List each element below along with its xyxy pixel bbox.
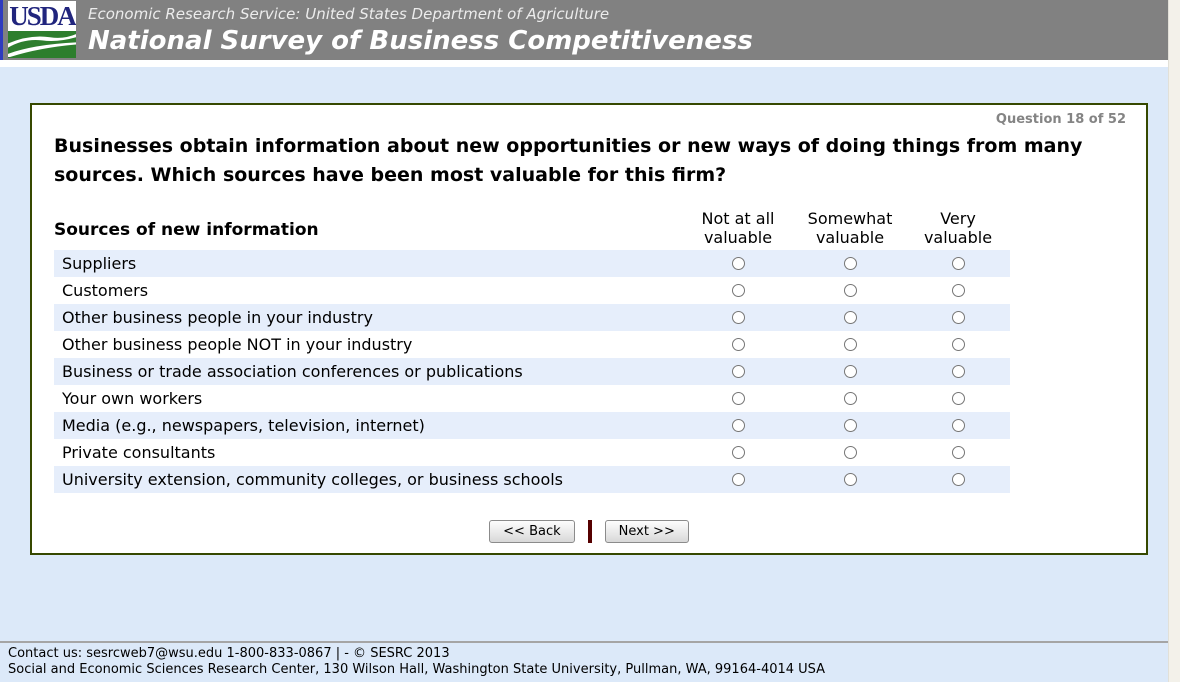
table-row: Other business people NOT in your indust…	[54, 331, 1010, 358]
row-label: Media (e.g., newspapers, television, int…	[62, 416, 425, 435]
table-row: Customers	[54, 277, 1010, 304]
row-label: Private consultants	[62, 443, 216, 462]
table-row: Your own workers	[54, 385, 1010, 412]
footer-address-line: Social and Economic Sciences Research Ce…	[8, 662, 826, 677]
header-divider	[0, 60, 1168, 67]
radio-row-0-somewhat-valuable[interactable]	[843, 257, 857, 270]
usda-logo-text: USDA	[9, 1, 76, 31]
radio-cell	[906, 419, 1010, 432]
radio-row-5-very-valuable[interactable]	[951, 392, 965, 405]
sources-table-body: Suppliers Customers Other business people …	[54, 250, 1010, 493]
radio-row-2-somewhat-valuable[interactable]	[843, 311, 857, 324]
radio-row-1-somewhat-valuable[interactable]	[843, 284, 857, 297]
radio-cell	[682, 338, 794, 351]
row-label: Other business people NOT in your indust…	[62, 335, 413, 354]
table-row: Private consultants	[54, 439, 1010, 466]
radio-row-0-very-valuable[interactable]	[951, 257, 965, 270]
radio-row-6-not-at-all-valuable[interactable]	[731, 419, 745, 432]
radio-row-5-not-at-all-valuable[interactable]	[731, 392, 745, 405]
page-header: USDA Economic Research Service: United S…	[0, 0, 1168, 60]
radio-cell	[682, 473, 794, 486]
button-separator	[587, 520, 592, 543]
radio-cell	[794, 419, 906, 432]
radio-cell	[794, 257, 906, 270]
radio-cell	[794, 392, 906, 405]
radio-cell	[794, 284, 906, 297]
radio-row-8-somewhat-valuable[interactable]	[843, 473, 857, 486]
radio-row-4-very-valuable[interactable]	[951, 365, 965, 378]
usda-logo: USDA	[8, 1, 76, 58]
next-button[interactable]: Next >>	[604, 520, 689, 543]
radio-cell	[906, 446, 1010, 459]
radio-cell	[906, 257, 1010, 270]
radio-cell	[682, 311, 794, 324]
radio-row-3-not-at-all-valuable[interactable]	[731, 338, 745, 351]
radio-row-1-very-valuable[interactable]	[951, 284, 965, 297]
radio-cell	[682, 392, 794, 405]
radio-row-2-very-valuable[interactable]	[951, 311, 965, 324]
radio-cell	[906, 392, 1010, 405]
row-label: Your own workers	[62, 389, 203, 408]
row-label: University extension, community colleges…	[62, 470, 564, 489]
table-row: Media (e.g., newspapers, television, int…	[54, 412, 1010, 439]
agency-line: Economic Research Service: United States…	[88, 5, 610, 23]
usda-logo-swoosh-icon	[8, 31, 76, 58]
column-header-somewhat-valuable: Somewhat valuable	[807, 209, 893, 247]
radio-row-7-very-valuable[interactable]	[951, 446, 965, 459]
radio-cell	[682, 446, 794, 459]
table-row: Suppliers	[54, 250, 1010, 277]
radio-cell	[794, 473, 906, 486]
radio-cell	[906, 284, 1010, 297]
radio-row-6-somewhat-valuable[interactable]	[843, 419, 857, 432]
page-footer: Contact us: sesrcweb7@wsu.edu 1-800-833-…	[0, 641, 1168, 682]
radio-row-4-not-at-all-valuable[interactable]	[731, 365, 745, 378]
survey-title: National Survey of Business Competitiven…	[88, 26, 753, 56]
table-row: Business or trade association conference…	[54, 358, 1010, 385]
radio-cell	[682, 284, 794, 297]
radio-row-3-somewhat-valuable[interactable]	[843, 338, 857, 351]
radio-row-6-very-valuable[interactable]	[951, 419, 965, 432]
table-row: University extension, community colleges…	[54, 466, 1010, 493]
row-label: Business or trade association conference…	[62, 362, 523, 381]
radio-cell	[906, 473, 1010, 486]
radio-cell	[906, 338, 1010, 351]
radio-row-3-very-valuable[interactable]	[951, 338, 965, 351]
row-label: Other business people in your industry	[62, 308, 373, 327]
radio-cell	[794, 338, 906, 351]
radio-row-8-not-at-all-valuable[interactable]	[731, 473, 745, 486]
radio-cell	[794, 365, 906, 378]
scrollbar-track[interactable]	[1168, 0, 1180, 682]
radio-row-7-somewhat-valuable[interactable]	[843, 446, 857, 459]
question-panel: Question 18 of 52 Businesses obtain info…	[30, 103, 1148, 555]
radio-row-5-somewhat-valuable[interactable]	[843, 392, 857, 405]
radio-row-0-not-at-all-valuable[interactable]	[731, 257, 745, 270]
radio-cell	[794, 446, 906, 459]
radio-cell	[906, 365, 1010, 378]
question-counter: Question 18 of 52	[995, 112, 1126, 127]
table-row-header: Sources of new information	[54, 220, 319, 240]
radio-row-2-not-at-all-valuable[interactable]	[731, 311, 745, 324]
row-label: Customers	[62, 281, 149, 300]
navigation-buttons: << Back Next >>	[32, 520, 1146, 543]
column-header-not-at-all-valuable: Not at all valuable	[701, 209, 775, 247]
radio-cell	[906, 311, 1010, 324]
table-row: Other business people in your industry	[54, 304, 1010, 331]
question-text: Businesses obtain information about new …	[54, 135, 1083, 186]
radio-row-7-not-at-all-valuable[interactable]	[731, 446, 745, 459]
sources-table: Sources of new information Not at all va…	[54, 209, 1010, 493]
radio-row-4-somewhat-valuable[interactable]	[843, 365, 857, 378]
radio-row-8-very-valuable[interactable]	[951, 473, 965, 486]
row-label: Suppliers	[62, 254, 137, 273]
radio-cell	[794, 311, 906, 324]
radio-cell	[682, 365, 794, 378]
column-header-very-valuable: Very valuable	[923, 209, 993, 247]
radio-cell	[682, 419, 794, 432]
radio-cell	[682, 257, 794, 270]
footer-contact-line: Contact us: sesrcweb7@wsu.edu 1-800-833-…	[8, 646, 450, 661]
radio-row-1-not-at-all-valuable[interactable]	[731, 284, 745, 297]
sources-table-header: Sources of new information Not at all va…	[54, 209, 1010, 250]
header-text-block: Economic Research Service: United States…	[88, 0, 753, 57]
back-button[interactable]: << Back	[489, 520, 575, 543]
